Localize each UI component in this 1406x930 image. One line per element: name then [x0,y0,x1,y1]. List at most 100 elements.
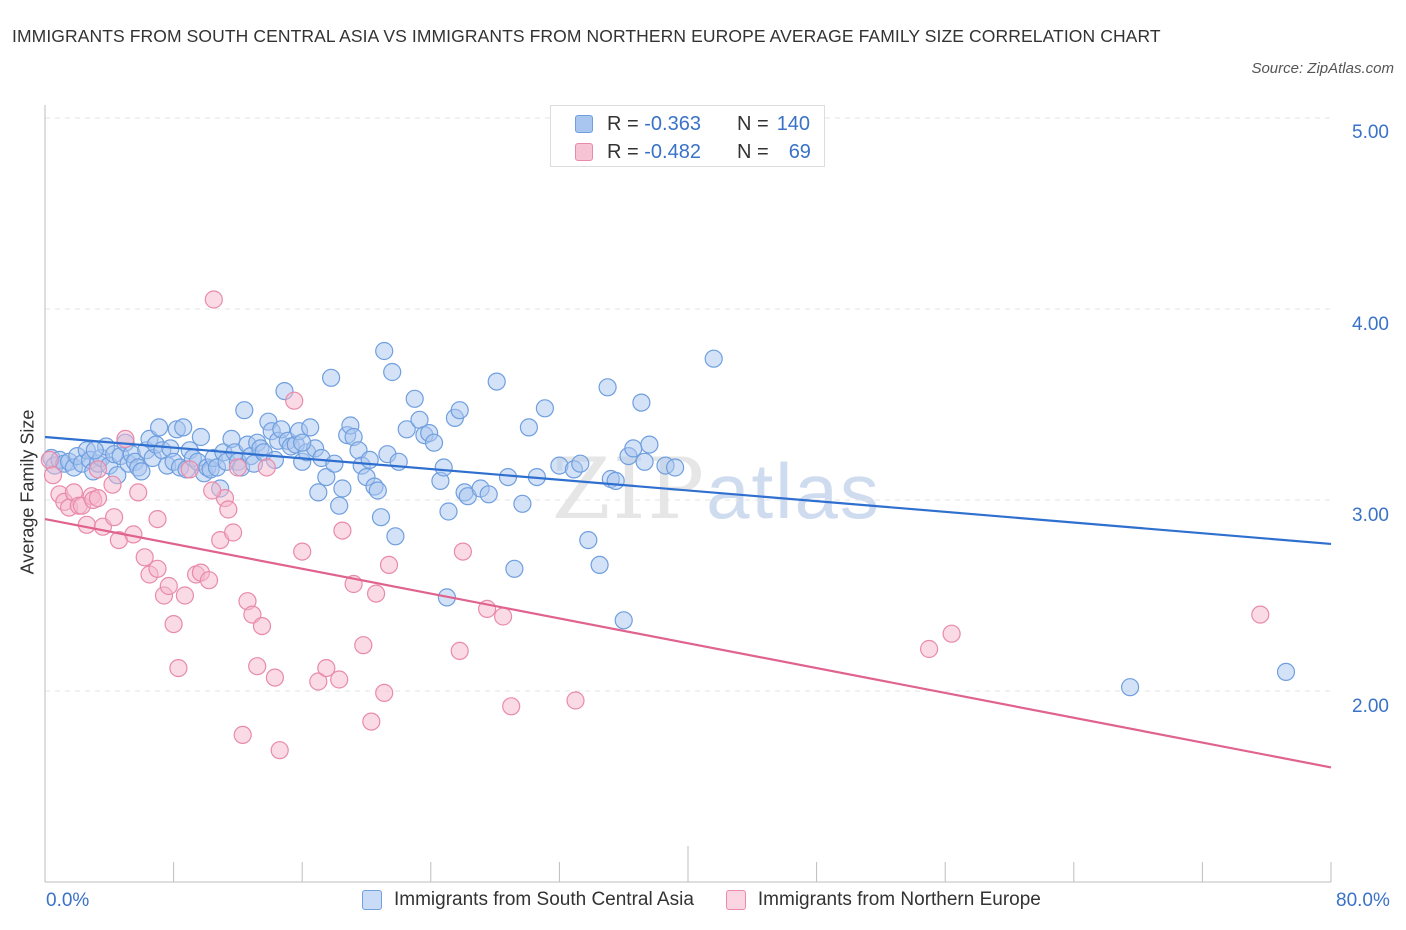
data-point-blue [535,399,555,418]
data-point-pink [257,458,276,477]
data-point-pink [175,586,194,605]
data-point-blue [325,454,344,473]
data-point-blue [368,481,387,500]
data-point-blue [434,458,453,477]
data-point-pink [88,460,108,479]
legend-r-value: -0.363 [644,112,701,135]
data-point-pink [164,614,183,634]
data-point-blue [624,439,643,458]
data-point-blue [85,441,104,460]
data-point-blue [293,433,312,452]
data-point-pink [265,668,284,687]
legend-r-label: R = [607,112,639,135]
data-point-blue [301,418,320,437]
data-point-blue [322,368,341,387]
data-point-pink [362,712,381,731]
data-point-blue [132,462,151,481]
legend-r-value: -0.482 [644,140,701,163]
data-point-blue [598,378,617,397]
data-point-blue [397,420,416,439]
legend-swatch-blue [575,115,593,133]
data-point-pink [1251,605,1270,624]
data-point-blue [174,418,193,437]
data-point-blue [519,418,539,437]
data-point-blue [333,479,352,498]
data-point-pink [228,458,247,477]
data-point-blue [450,401,469,420]
data-point-pink [199,571,219,590]
data-point-blue [590,555,609,575]
data-point-pink [40,450,59,469]
chart-title: IMMIGRANTS FROM SOUTH CENTRAL ASIA VS IM… [12,26,1161,46]
data-point-blue [383,362,402,382]
data-point-blue [640,435,659,454]
data-point-pink [942,624,961,643]
series-legend: Immigrants from South Central Asia Immig… [362,889,1073,911]
trend-line-pink [44,518,1332,769]
data-point-blue [479,485,498,504]
data-point-blue [317,468,336,487]
data-point-blue [614,611,633,630]
data-point-pink [104,508,124,527]
data-point-blue [191,427,210,447]
y-tick-label-5: 5.00 [1352,122,1389,143]
data-point-pink [453,542,472,561]
data-point-blue [571,454,590,473]
data-point-blue [405,389,424,408]
data-point-pink [159,576,178,596]
data-point-pink [330,670,349,689]
data-point-pink [233,725,252,745]
data-point-pink [566,691,585,710]
legend-item-northern-europe: Immigrants from Northern Europe [725,889,1041,911]
data-point-blue [498,468,518,487]
data-point-pink [224,523,243,542]
data-point-pink [248,657,267,676]
data-point-blue [424,433,444,452]
data-point-blue [371,508,391,527]
legend-r-label: R = [607,140,639,163]
legend-item-south-central-asia: Immigrants from South Central Asia [362,889,694,911]
x-tick-label-max: 80.0% [1336,890,1390,911]
data-point-pink [219,500,238,519]
legend-row-south-central-asia: R = -0.363 N = 140 [575,111,810,137]
data-point-blue [439,502,458,521]
x-tick-label-min: 0.0% [46,890,90,911]
legend-row-northern-europe: R = -0.482 N = 69 [575,139,811,165]
data-point-pink [354,636,373,655]
legend-swatch-pink [575,143,593,161]
data-point-pink [317,658,336,678]
data-point-blue [635,452,654,471]
data-point-pink [252,616,272,636]
data-point-blue [606,471,625,490]
y-axis-label: Average Family Size [17,409,38,575]
data-point-pink [367,584,386,603]
data-point-blue [513,494,532,513]
data-point-pink [203,481,222,500]
legend-swatch-blue [362,890,382,910]
data-point-pink [502,697,521,716]
legend-label-south-central-asia: Immigrants from South Central Asia [394,889,694,910]
data-point-pink [333,521,352,540]
data-point-pink [148,559,167,578]
data-point-pink [129,483,148,502]
legend-n-value: 69 [788,140,811,163]
data-point-pink [375,683,394,703]
data-point-blue [1120,678,1140,697]
legend-n-label: N = [737,140,769,163]
data-point-blue [632,393,651,412]
y-tick-label-4: 4.00 [1352,314,1389,335]
data-point-blue [360,450,379,469]
watermark-atlas: atlas [706,447,881,535]
data-point-pink [450,641,469,661]
data-point-blue [235,401,254,420]
data-point-pink [270,741,289,760]
trend-line-blue [44,435,1332,546]
data-point-blue [487,372,506,391]
y-tick-label-3: 3.00 [1352,505,1389,526]
data-point-blue [665,458,685,477]
data-point-pink [494,607,513,626]
chart-source: Source: ZipAtlas.com [1251,60,1394,77]
data-point-blue [309,483,328,502]
data-point-blue [505,559,524,578]
